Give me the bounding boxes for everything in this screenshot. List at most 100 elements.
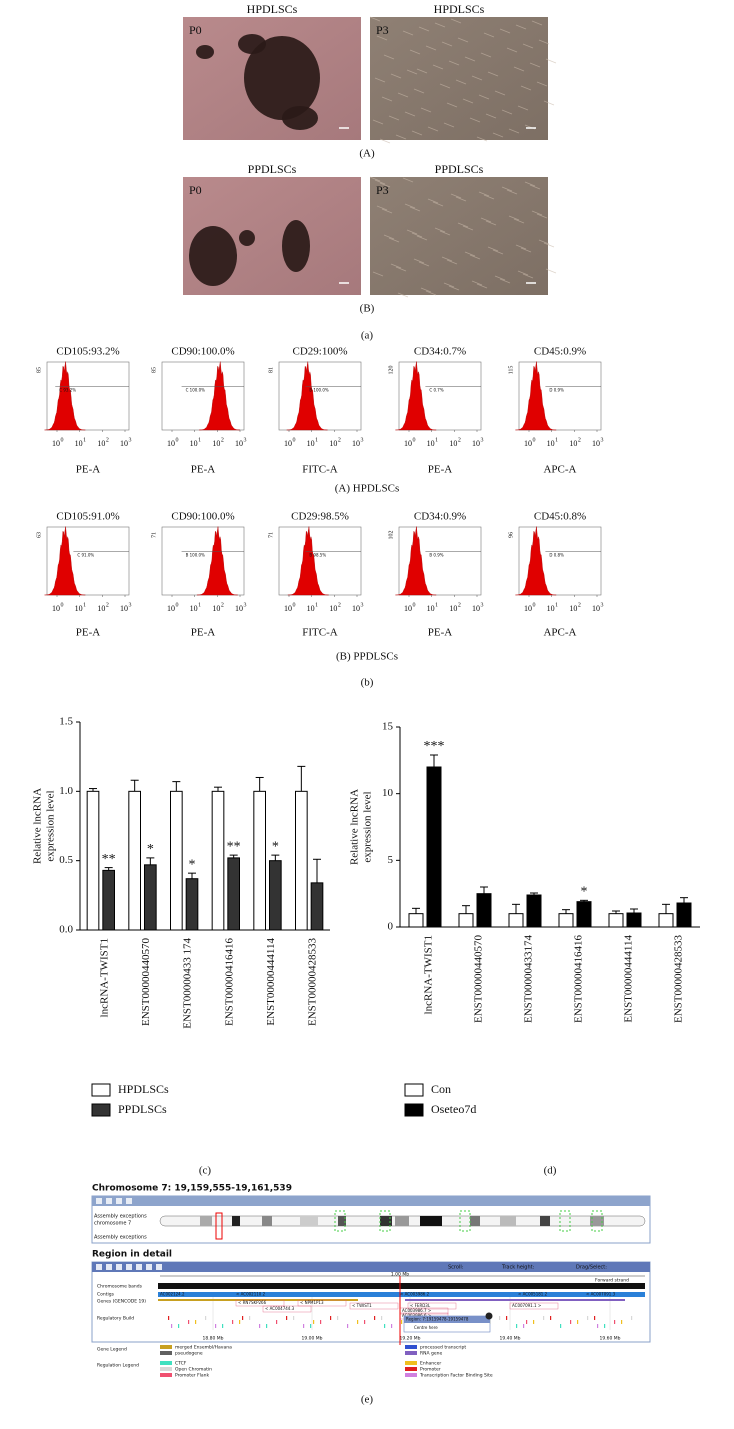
x-tick-base: 10	[307, 439, 315, 448]
regulatory-feature	[266, 1324, 268, 1328]
popup-link: Centre here	[414, 1325, 438, 1330]
x-tick-exponent: 1	[315, 437, 318, 443]
x-tick-exponent: 3	[601, 602, 604, 608]
cell-texture	[531, 210, 543, 216]
x-tick-exponent: 2	[578, 437, 581, 443]
cell-texture	[524, 181, 536, 187]
gene-label: < TWIST1	[352, 1303, 372, 1308]
track-label: Chromosome bands	[97, 1284, 143, 1290]
regulatory-feature	[330, 1316, 332, 1320]
x-tick-base: 10	[592, 604, 600, 613]
cell-texture	[376, 35, 388, 41]
x-tick-base: 10	[284, 604, 292, 613]
x-tick-exponent: 1	[83, 602, 86, 608]
regulatory-feature	[543, 1316, 545, 1320]
legend-swatch	[405, 1345, 417, 1349]
histogram-peak	[395, 526, 437, 596]
cell-texture	[480, 217, 492, 223]
legend-label: Enhancer	[420, 1361, 441, 1367]
gate-label: B 100.0%	[309, 387, 328, 392]
gene-box	[235, 1299, 285, 1307]
legend-swatch	[405, 1373, 417, 1377]
cell-cluster	[239, 230, 255, 246]
plot-frame	[46, 361, 130, 431]
chromosome-band	[338, 1216, 346, 1226]
x-tick-exponent: 3	[129, 437, 132, 443]
x-tick-label: ENST00000440570	[140, 938, 152, 1027]
cell-texture	[471, 280, 483, 286]
cell-texture	[404, 203, 416, 209]
cell-texture	[478, 191, 490, 197]
x-tick-exponent: 1	[315, 602, 318, 608]
tool-icon	[96, 1264, 102, 1270]
micrograph	[370, 177, 548, 295]
x-tick-base: 10	[190, 604, 198, 613]
plot-frame	[518, 361, 602, 431]
detail-panel	[91, 1261, 651, 1343]
x-tick-exponent: 0	[533, 437, 536, 443]
histogram-peak	[44, 361, 86, 431]
x-tick-base: 10	[427, 604, 435, 613]
x-axis-label: APC-A	[543, 464, 576, 476]
cell-texture	[522, 43, 534, 49]
cell-texture	[441, 256, 453, 262]
x-tick-label: ENST00000444114	[265, 938, 277, 1026]
regulatory-feature	[526, 1320, 528, 1324]
x-tick-exponent: 2	[458, 437, 461, 443]
overview-link: Assembly exceptions	[94, 1235, 147, 1241]
cell-texture	[420, 287, 432, 293]
bar	[426, 766, 442, 928]
legend-label: Con	[431, 1082, 451, 1096]
cell-texture	[462, 98, 474, 104]
bar	[608, 913, 624, 928]
x-axis-label: PE-A	[428, 627, 453, 639]
regulatory-feature	[550, 1316, 552, 1320]
tool-icon	[156, 1264, 162, 1270]
cell-texture	[450, 193, 462, 199]
passage-label: P3	[376, 23, 389, 37]
cell-texture	[483, 32, 495, 38]
cell-texture	[469, 254, 481, 260]
cell-texture	[487, 246, 499, 252]
cell-texture	[545, 268, 557, 274]
chromosome-band	[262, 1216, 272, 1226]
plot-title: CD90:100.0%	[171, 346, 234, 358]
regulatory-feature	[239, 1320, 241, 1324]
cell-texture	[434, 227, 446, 233]
band-label: p21.1	[620, 1284, 633, 1290]
x-tick-base: 10	[524, 439, 532, 448]
cell-texture	[480, 52, 492, 58]
y-tick-label: 0	[388, 921, 394, 933]
x-tick-base: 10	[569, 604, 577, 613]
regulatory-feature	[195, 1320, 197, 1324]
x-axis-label: PE-A	[191, 627, 216, 639]
cell-texture	[448, 60, 460, 66]
x-tick-label: ENST00000440570	[473, 935, 485, 1024]
cell-texture	[397, 92, 409, 98]
x-tick-base: 10	[592, 439, 600, 448]
x-tick-exponent: 0	[413, 437, 416, 443]
gate-label: B 0.9%	[429, 552, 443, 557]
cell-texture	[432, 64, 444, 70]
chromosome-band	[232, 1216, 240, 1226]
x-tick-label: ENST00000428533	[307, 938, 319, 1027]
cell-texture	[522, 273, 534, 279]
x-tick-exponent: 0	[176, 602, 179, 608]
exception	[459, 1210, 471, 1232]
x-axis-label: PE-A	[76, 627, 101, 639]
cell-texture	[506, 189, 518, 195]
cell-texture	[427, 126, 439, 132]
cell-texture	[476, 136, 488, 142]
x-axis-label: PE-A	[428, 464, 453, 476]
cell-texture	[379, 182, 391, 188]
cell-texture	[372, 271, 384, 277]
panel-title: PPDLSCs	[248, 162, 297, 176]
x-tick-base: 10	[352, 439, 360, 448]
cell-texture	[427, 198, 439, 204]
cell-texture	[381, 208, 393, 214]
x-tick-base: 10	[120, 604, 128, 613]
cell-cluster	[189, 226, 237, 286]
x-tick-label: ENST00000416416	[223, 938, 235, 1027]
x-tick-base: 10	[75, 604, 83, 613]
x-tick-exponent: 2	[338, 437, 341, 443]
